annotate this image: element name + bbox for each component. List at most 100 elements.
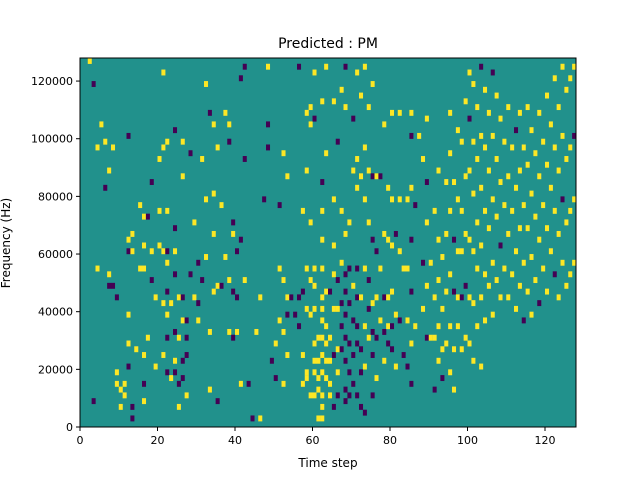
heatmap-cell — [196, 259, 201, 266]
heatmap-cell — [568, 75, 573, 82]
heatmap-cell — [483, 144, 488, 151]
heatmap-cell — [142, 242, 147, 249]
heatmap-cell — [320, 369, 325, 376]
heatmap-cell — [382, 328, 387, 335]
heatmap-cell — [490, 132, 495, 139]
heatmap-cell — [107, 167, 112, 174]
heatmap-cell — [362, 265, 367, 272]
heatmap-cell — [483, 271, 488, 278]
heatmap-cell — [355, 392, 360, 399]
heatmap-cell — [227, 138, 232, 145]
heatmap-cell — [486, 109, 491, 116]
heatmap-cell — [560, 196, 565, 203]
heatmap-cell — [293, 311, 298, 318]
heatmap-cell — [444, 179, 449, 185]
heatmap-cell — [548, 184, 553, 191]
heatmap-cell — [572, 132, 577, 139]
heatmap-cell — [297, 323, 302, 330]
heatmap-cell — [142, 213, 147, 220]
heatmap-cell — [114, 294, 119, 301]
heatmap-cell — [572, 196, 577, 203]
heatmap-cell — [320, 317, 325, 324]
heatmap-cell — [130, 415, 135, 422]
heatmap-cell — [525, 104, 530, 111]
heatmap-cell — [409, 380, 414, 387]
heatmap-cell — [107, 282, 112, 289]
heatmap-cell — [502, 202, 507, 209]
heatmap-cell — [409, 340, 414, 347]
heatmap-cell — [343, 63, 348, 70]
heatmap-cell — [103, 184, 108, 191]
heatmap-cell — [498, 294, 503, 301]
heatmap-cell — [231, 334, 236, 341]
heatmap-cell — [355, 294, 360, 301]
heatmap-cell — [517, 282, 522, 289]
y-tick-label: 20000 — [38, 363, 73, 376]
heatmap-cell — [436, 236, 441, 243]
heatmap-cell — [452, 236, 457, 243]
heatmap-cell — [211, 288, 216, 295]
heatmap-cell — [149, 248, 154, 255]
heatmap-cell — [331, 403, 336, 410]
heatmap-cell — [359, 294, 364, 301]
heatmap-cell — [235, 248, 240, 255]
heatmap-cell — [514, 305, 519, 312]
heatmap-cell — [331, 352, 336, 358]
heatmap-cell — [471, 248, 476, 255]
heatmap-cell — [362, 409, 367, 416]
heatmap-cell — [347, 265, 352, 272]
heatmap-cell — [366, 277, 371, 284]
heatmap-cell — [347, 219, 352, 226]
heatmap-cell — [417, 132, 422, 139]
heatmap-cell — [335, 346, 340, 353]
heatmap-cell — [138, 202, 143, 209]
heatmap-cell — [370, 300, 375, 307]
heatmap-cell — [335, 369, 340, 376]
heatmap-cell — [366, 219, 371, 226]
heatmap-cell — [281, 328, 286, 335]
heatmap-cell — [207, 386, 212, 393]
heatmap-cell — [370, 81, 375, 87]
heatmap-cell — [165, 311, 170, 318]
heatmap-cell — [153, 363, 158, 370]
heatmap-cell — [421, 305, 426, 312]
heatmap-cell — [142, 398, 147, 405]
heatmap-cell — [483, 317, 488, 324]
heatmap-cell — [227, 328, 232, 335]
heatmap-cell — [479, 132, 484, 139]
heatmap-cell — [486, 282, 491, 289]
heatmap-cell — [281, 150, 286, 157]
heatmap-cell — [382, 121, 387, 128]
heatmap-cell — [374, 173, 379, 180]
heatmap-cell — [328, 357, 333, 364]
heatmap-cell — [490, 311, 495, 318]
heatmap-cell — [258, 294, 263, 301]
heatmap-cell — [227, 121, 232, 128]
heatmap-cell — [238, 75, 243, 82]
heatmap-cell — [192, 294, 197, 301]
heatmap-cell — [254, 328, 259, 335]
heatmap-cell — [242, 63, 247, 70]
heatmap-cell — [475, 265, 480, 272]
heatmap-cell — [242, 156, 247, 162]
heatmap-cell — [552, 75, 557, 82]
heatmap-cell — [459, 207, 464, 214]
heatmap-cell — [351, 352, 356, 358]
heatmap-cell — [545, 92, 550, 99]
heatmap-cell — [405, 265, 410, 272]
heatmap-cell — [463, 98, 468, 105]
heatmap-cell — [390, 196, 395, 203]
heatmap-cell — [545, 225, 550, 232]
heatmap-cell — [161, 300, 166, 307]
heatmap-cell — [494, 156, 499, 162]
heatmap-cell — [204, 81, 209, 87]
heatmap-cell — [409, 236, 414, 243]
heatmap-cell — [320, 403, 325, 410]
heatmap-cell — [238, 380, 243, 387]
heatmap-cell — [242, 277, 247, 284]
heatmap-cell — [215, 144, 220, 151]
heatmap-cell — [238, 236, 243, 243]
heatmap-cell — [525, 288, 530, 295]
heatmap-cell — [320, 294, 325, 301]
